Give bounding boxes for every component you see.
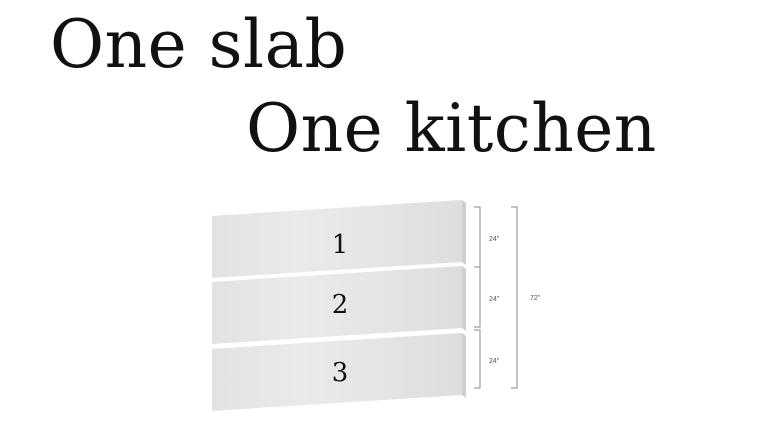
slab-2: 2: [212, 266, 466, 344]
slab-1-dimension-bracket: [474, 206, 481, 268]
total-dimension-bracket: [511, 206, 518, 389]
slab-3-number: 3: [332, 358, 349, 388]
slab-3-height-label: 24": [489, 358, 500, 365]
slab-2-number: 2: [332, 290, 349, 320]
slab-1-height-label: 24": [489, 236, 500, 243]
headline-line-2: One kitchen: [246, 90, 657, 167]
slab-2-height-label: 24": [489, 296, 500, 303]
slab-2-dimension-bracket: [474, 266, 481, 328]
headline-line-1: One slab: [50, 6, 348, 83]
total-height-label: 72": [530, 295, 541, 302]
slab-1-number: 1: [332, 230, 349, 260]
slab-1: 1: [212, 200, 466, 278]
slab-3: 3: [212, 333, 466, 411]
slab-3-dimension-bracket: [474, 329, 481, 389]
